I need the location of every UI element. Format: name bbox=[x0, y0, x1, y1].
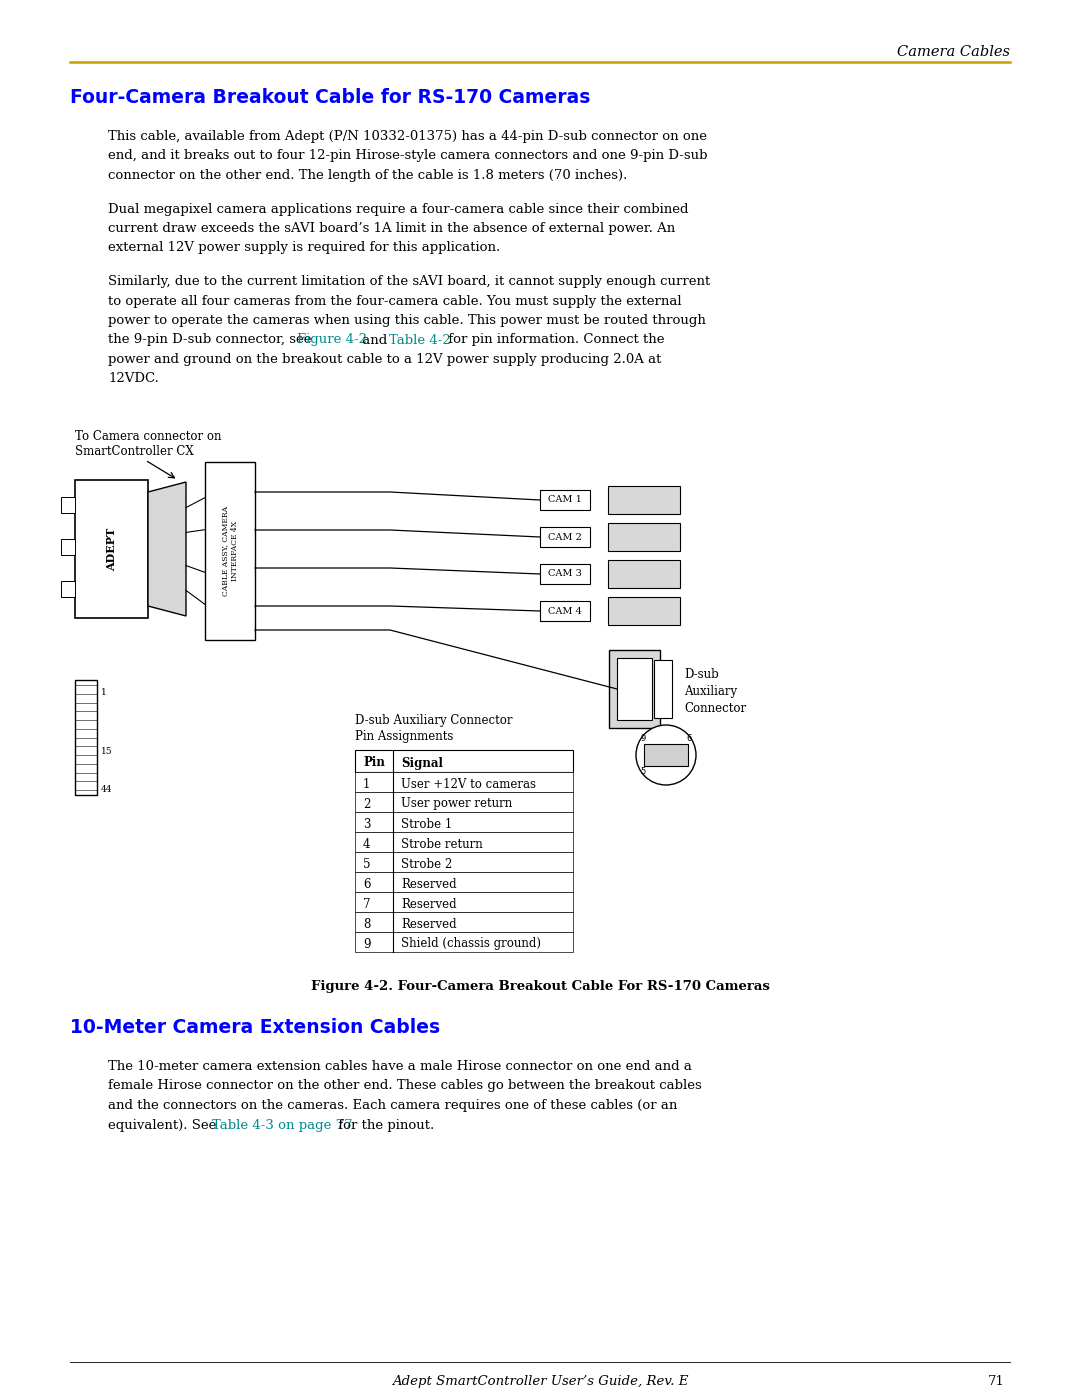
Text: to operate all four cameras from the four-camera cable. You must supply the exte: to operate all four cameras from the fou… bbox=[108, 295, 681, 307]
Text: 15: 15 bbox=[102, 747, 112, 756]
Text: CAM 1: CAM 1 bbox=[548, 496, 582, 504]
Text: Table 4-3 on page 77: Table 4-3 on page 77 bbox=[212, 1119, 352, 1132]
Text: power and ground on the breakout cable to a 12V power supply producing 2.0A at: power and ground on the breakout cable t… bbox=[108, 353, 661, 366]
Text: Figure 4-2: Figure 4-2 bbox=[297, 334, 367, 346]
Text: for pin information. Connect the: for pin information. Connect the bbox=[444, 334, 664, 346]
Bar bbox=[355, 833, 573, 852]
Text: the 9-pin D-sub connector, see: the 9-pin D-sub connector, see bbox=[108, 334, 315, 346]
Bar bbox=[75, 680, 97, 795]
Bar bbox=[60, 581, 75, 597]
Text: 9: 9 bbox=[640, 733, 646, 743]
Bar bbox=[355, 872, 573, 893]
Text: end, and it breaks out to four 12-pin Hirose-style camera connectors and one 9-p: end, and it breaks out to four 12-pin Hi… bbox=[108, 149, 707, 162]
Text: 4: 4 bbox=[363, 837, 370, 851]
Bar bbox=[75, 481, 148, 617]
Text: Figure 4-2. Four-Camera Breakout Cable For RS-170 Cameras: Figure 4-2. Four-Camera Breakout Cable F… bbox=[311, 981, 769, 993]
Text: CAM 3: CAM 3 bbox=[548, 570, 582, 578]
Text: This cable, available from Adept (P/N 10332-01375) has a 44-pin D-sub connector : This cable, available from Adept (P/N 10… bbox=[108, 130, 707, 142]
Text: external 12V power supply is required for this application.: external 12V power supply is required fo… bbox=[108, 242, 500, 254]
Bar bbox=[608, 597, 680, 624]
Text: 1: 1 bbox=[102, 687, 107, 697]
Text: 8: 8 bbox=[363, 918, 370, 930]
Circle shape bbox=[636, 725, 696, 785]
Text: User power return: User power return bbox=[401, 798, 512, 810]
Bar bbox=[355, 893, 573, 912]
Bar bbox=[60, 539, 75, 555]
Text: for the pinout.: for the pinout. bbox=[334, 1119, 434, 1132]
Text: The 10-meter camera extension cables have a male Hirose connector on one end and: The 10-meter camera extension cables hav… bbox=[108, 1060, 692, 1073]
Text: 44: 44 bbox=[102, 785, 112, 793]
Text: CABLE ASSY, CAMERA
INTERFACE 4X: CABLE ASSY, CAMERA INTERFACE 4X bbox=[221, 506, 239, 597]
Text: Table 4-2: Table 4-2 bbox=[389, 334, 450, 346]
Text: Similarly, due to the current limitation of the sAVI board, it cannot supply eno: Similarly, due to the current limitation… bbox=[108, 275, 711, 288]
Bar bbox=[205, 462, 255, 640]
Text: 7: 7 bbox=[363, 897, 370, 911]
Text: D-sub
Auxiliary
Connector: D-sub Auxiliary Connector bbox=[684, 668, 746, 715]
Bar bbox=[355, 912, 573, 932]
Text: 3: 3 bbox=[363, 817, 370, 830]
Text: power to operate the cameras when using this cable. This power must be routed th: power to operate the cameras when using … bbox=[108, 314, 706, 327]
Text: 6: 6 bbox=[686, 733, 691, 743]
Text: Reserved: Reserved bbox=[401, 877, 457, 890]
Text: Pin: Pin bbox=[363, 757, 384, 770]
Bar bbox=[355, 750, 573, 773]
Text: 6: 6 bbox=[363, 877, 370, 890]
Bar bbox=[355, 852, 573, 872]
Bar bbox=[644, 745, 688, 766]
Bar bbox=[355, 812, 573, 833]
Text: connector on the other end. The length of the cable is 1.8 meters (70 inches).: connector on the other end. The length o… bbox=[108, 169, 627, 182]
Text: 9: 9 bbox=[363, 937, 370, 950]
Text: 2: 2 bbox=[363, 798, 370, 810]
Text: 71: 71 bbox=[988, 1375, 1005, 1389]
Bar bbox=[609, 650, 660, 728]
Text: Reserved: Reserved bbox=[401, 897, 457, 911]
Text: CAM 2: CAM 2 bbox=[548, 532, 582, 542]
Text: 10-Meter Camera Extension Cables: 10-Meter Camera Extension Cables bbox=[70, 1018, 441, 1037]
Text: Strobe 2: Strobe 2 bbox=[401, 858, 453, 870]
Bar bbox=[540, 601, 590, 622]
Bar bbox=[540, 527, 590, 548]
Text: 5: 5 bbox=[363, 858, 370, 870]
Bar bbox=[540, 490, 590, 510]
Text: Shield (chassis ground): Shield (chassis ground) bbox=[401, 937, 541, 950]
Bar bbox=[608, 486, 680, 514]
Text: Camera Cables: Camera Cables bbox=[897, 45, 1010, 59]
Text: Pin Assignments: Pin Assignments bbox=[355, 731, 454, 743]
Bar bbox=[654, 659, 672, 718]
Text: current draw exceeds the sAVI board’s 1A limit in the absence of external power.: current draw exceeds the sAVI board’s 1A… bbox=[108, 222, 675, 235]
Text: Adept SmartController User’s Guide, Rev. E: Adept SmartController User’s Guide, Rev.… bbox=[392, 1375, 688, 1389]
Text: and the connectors on the cameras. Each camera requires one of these cables (or : and the connectors on the cameras. Each … bbox=[108, 1099, 677, 1112]
Text: Strobe 1: Strobe 1 bbox=[401, 817, 453, 830]
Text: D-sub Auxiliary Connector: D-sub Auxiliary Connector bbox=[355, 714, 513, 726]
Text: and: and bbox=[359, 334, 392, 346]
Bar bbox=[608, 522, 680, 550]
Bar bbox=[617, 658, 652, 719]
Text: ADEPT: ADEPT bbox=[106, 528, 117, 570]
Bar bbox=[60, 497, 75, 513]
Text: Four-Camera Breakout Cable for RS-170 Cameras: Four-Camera Breakout Cable for RS-170 Ca… bbox=[70, 88, 591, 108]
Text: Dual megapixel camera applications require a four-camera cable since their combi: Dual megapixel camera applications requi… bbox=[108, 203, 689, 215]
Text: 1: 1 bbox=[363, 778, 370, 791]
Text: 5: 5 bbox=[640, 767, 646, 775]
Bar bbox=[608, 560, 680, 588]
Text: Strobe return: Strobe return bbox=[401, 837, 483, 851]
Text: CAM 4: CAM 4 bbox=[548, 606, 582, 616]
Polygon shape bbox=[148, 482, 186, 616]
Text: Signal: Signal bbox=[401, 757, 443, 770]
Text: To Camera connector on
SmartController CX: To Camera connector on SmartController C… bbox=[75, 430, 221, 458]
Text: female Hirose connector on the other end. These cables go between the breakout c: female Hirose connector on the other end… bbox=[108, 1080, 702, 1092]
Bar bbox=[355, 792, 573, 812]
Text: User +12V to cameras: User +12V to cameras bbox=[401, 778, 536, 791]
Bar bbox=[355, 773, 573, 792]
Text: 12VDC.: 12VDC. bbox=[108, 373, 159, 386]
Text: Reserved: Reserved bbox=[401, 918, 457, 930]
Bar bbox=[540, 564, 590, 584]
Bar bbox=[355, 932, 573, 951]
Text: equivalent). See: equivalent). See bbox=[108, 1119, 220, 1132]
